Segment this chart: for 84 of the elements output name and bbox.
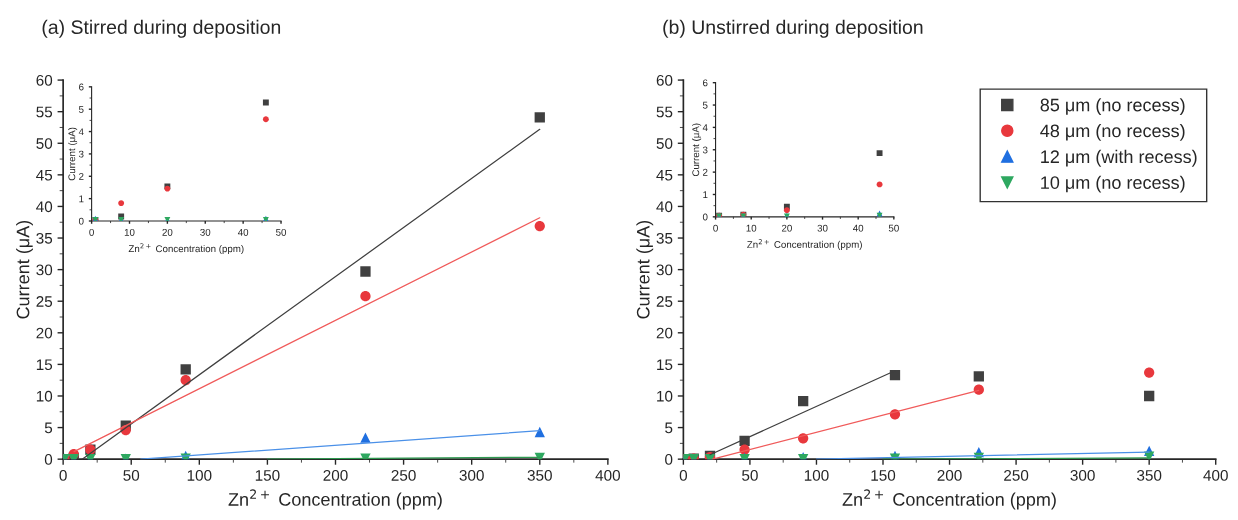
y-tick-label: 30 [656,264,673,276]
y-axis-title: Current (μA) [636,220,654,319]
y-tick-label: 0 [78,217,84,225]
x-tick-label: 40 [853,224,864,232]
y-tick-label: 10 [36,390,53,402]
x-tick-label: 250 [391,469,416,481]
y-tick-label: 2 [79,173,84,180]
y-tick-label: 0 [44,454,53,465]
y-tick-label: 5 [44,422,53,434]
x-tick-label: 10 [124,228,135,236]
x-tick-label: 30 [817,224,828,232]
y-axis-title: Current (μA) [16,220,33,319]
y-tick-label: 45 [656,169,673,181]
y-tick-label: 30 [36,264,53,276]
y-tick-label: 4 [702,124,708,131]
x-tick-label: 0 [59,469,67,481]
y-tick-label: 6 [703,79,708,87]
x-tick-label: 250 [1004,469,1029,481]
legend-label: 48 μm (no recess) [1040,123,1185,141]
x-tick-label: 10 [746,224,757,232]
y-tick-label: 40 [656,201,673,213]
y-tick-label: 50 [36,138,53,149]
y-tick-label: 3 [78,150,84,158]
x-tick-label: 400 [595,469,621,481]
y-tick-label: 15 [36,359,53,371]
y-tick-label: 2 [703,168,708,176]
y-tick-label: 0 [702,213,708,221]
y-tick-label: 20 [656,327,673,339]
x-tick-label: 30 [200,228,211,236]
y-tick-label: 3 [702,146,708,154]
x-tick-label: 50 [888,224,899,232]
y-tick-label: 5 [702,101,708,109]
y-tick-label: 1 [79,195,84,203]
chart-title: (b) Unstirred during deposition [663,19,923,38]
y-tick-label: 55 [656,106,673,118]
y-tick-label: 0 [665,454,673,465]
y-tick-label: 35 [36,232,53,244]
x-tick-label: 0 [89,228,94,236]
y-tick-label: 60 [36,74,53,86]
x-tick-label: 20 [781,224,792,232]
legend-label: 12 μm (with recess) [1041,149,1197,167]
y-tick-label: 50 [656,138,673,149]
y-tick-label: 10 [657,390,673,402]
x-tick-label: 100 [804,469,829,481]
x-axis-title: Zn$^{2+}$ Concentration (ppm) [228,489,442,510]
x-tick-label: 350 [1137,469,1162,481]
x-tick-label: 150 [871,469,896,481]
x-tick-label: 200 [937,469,962,481]
y-tick-label: 5 [78,106,84,113]
x-tick-label: 50 [742,469,758,481]
y-tick-label: 20 [36,327,53,339]
x-tick-label: 300 [459,469,484,481]
y-tick-label: 25 [36,296,53,307]
x-tick-label: 50 [276,228,287,236]
y-tick-label: 6 [79,83,84,91]
x-tick-label: 200 [323,469,348,481]
y-tick-label: 4 [78,128,84,136]
y-tick-label: 45 [36,169,53,181]
y-tick-label: 15 [657,359,673,371]
x-tick-label: 400 [1203,469,1228,481]
x-tick-label: 40 [237,228,249,236]
chart-title: (a) Stirred during deposition [42,19,281,38]
y-tick-label: 25 [656,296,673,307]
x-tick-label: 20 [162,228,173,236]
y-tick-label: 40 [36,201,53,213]
legend-label: 85 μm (no recess) [1040,98,1185,115]
y-tick-label: 55 [36,106,53,118]
x-tick-label: 150 [255,469,280,481]
x-axis-title: Zn$^{2+}$ Concentration (ppm) [128,243,244,255]
legend-label: 10 μm (no recess) [1041,175,1185,193]
x-tick-label: 100 [187,469,212,481]
x-tick-label: 0 [679,469,688,481]
x-tick-label: 300 [1070,469,1095,481]
y-axis-title: Current (μA) [68,127,78,181]
x-tick-label: 0 [713,224,718,232]
y-tick-label: 35 [656,232,673,244]
y-tick-label: 1 [703,191,708,198]
x-axis-title: Zn$^{2+}$ Concentration (ppm) [842,489,1056,510]
x-axis-title: Zn$^{2+}$ Concentration (ppm) [747,239,862,250]
x-tick-label: 50 [123,469,140,481]
x-tick-label: 350 [527,469,552,481]
y-tick-label: 5 [665,422,673,434]
y-tick-label: 60 [656,74,673,86]
y-axis-title: Current (μA) [692,123,702,177]
